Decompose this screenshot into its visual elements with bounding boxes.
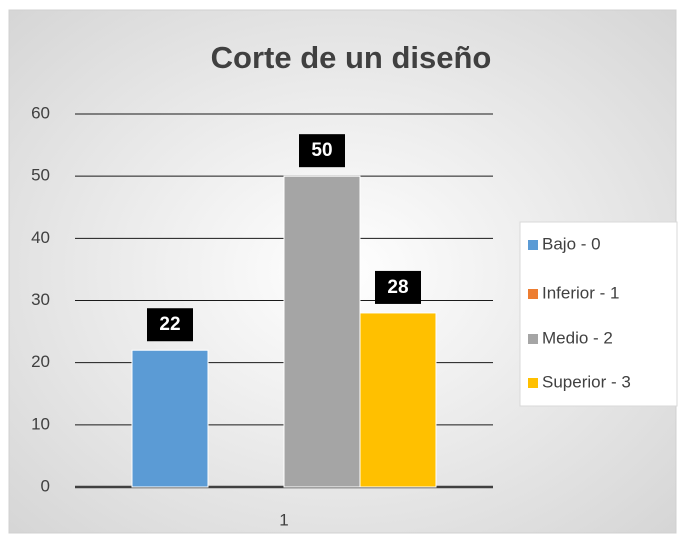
y-tick-label: 60 (31, 103, 50, 122)
y-tick-label: 50 (31, 166, 50, 185)
legend-swatch (528, 289, 538, 299)
y-tick-label: 10 (31, 414, 50, 433)
legend-label: Superior - 3 (542, 372, 631, 391)
legend-label: Inferior - 1 (542, 283, 619, 302)
y-tick-label: 20 (31, 352, 50, 371)
legend-swatch (528, 378, 538, 388)
y-tick-label: 30 (31, 290, 50, 309)
data-label: 28 (387, 277, 408, 298)
bar (359, 312, 437, 488)
bar (131, 349, 209, 488)
legend-box (519, 221, 678, 407)
data-label: 22 (159, 314, 180, 335)
legend-label: Medio - 2 (542, 328, 613, 347)
x-tick-label: 1 (279, 510, 288, 529)
chart-title: Corte de un diseño (211, 40, 492, 75)
data-label-box (375, 270, 421, 304)
data-label-box (299, 134, 345, 168)
data-label: 50 (311, 140, 332, 161)
bar (283, 175, 361, 488)
legend-label: Bajo - 0 (542, 234, 601, 253)
legend-swatch (528, 240, 538, 250)
y-tick-label: 40 (31, 228, 50, 247)
y-tick-label: 0 (41, 476, 50, 495)
legend-swatch (528, 334, 538, 344)
data-label-box (147, 308, 193, 342)
